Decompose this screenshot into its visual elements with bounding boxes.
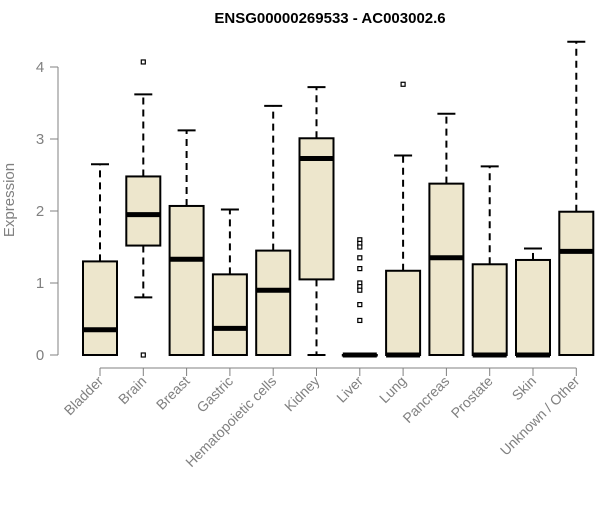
- box-pancreas: [428, 112, 465, 356]
- box-hematopoietic-cells: [255, 104, 292, 357]
- box-iqr: [515, 258, 551, 356]
- box-brain: [125, 59, 162, 358]
- y-tick-label: 2: [36, 203, 44, 220]
- box-bladder: [82, 163, 118, 356]
- box-iqr: [82, 260, 118, 356]
- box-lung: [385, 81, 422, 358]
- box-iqr: [298, 137, 335, 281]
- box-iqr: [385, 269, 422, 357]
- boxes-group: [82, 40, 595, 358]
- x-tick-label: Pancreas: [399, 373, 452, 426]
- box-iqr: [428, 182, 465, 356]
- outlier-point: [140, 59, 146, 65]
- y-axis: 0 1 2 3 4: [36, 59, 59, 364]
- y-tick-label: 0: [36, 347, 44, 364]
- x-tick-label: Bladder: [61, 373, 107, 419]
- box-iqr: [255, 249, 292, 357]
- outlier-point: [357, 244, 363, 250]
- y-tick-label: 1: [36, 275, 44, 292]
- box-iqr: [471, 263, 508, 356]
- box-unknown-other: [558, 40, 595, 356]
- box-kidney: [298, 86, 335, 356]
- outlier-point: [357, 302, 363, 308]
- box-breast: [168, 129, 205, 356]
- outlier-point: [357, 255, 363, 261]
- box-iqr: [211, 273, 248, 356]
- x-tick-label: Prostate: [448, 373, 496, 421]
- x-tick-label: Liver: [333, 373, 366, 406]
- box-prostate: [471, 165, 508, 358]
- x-tick-label: Gastric: [193, 373, 236, 416]
- outlier-point: [400, 81, 406, 87]
- y-axis-label: Expression: [1, 163, 18, 237]
- box-liver: [341, 237, 378, 358]
- x-tick-label: Breast: [153, 373, 193, 413]
- y-tick-label: 3: [36, 131, 44, 148]
- box-iqr: [168, 204, 205, 356]
- chart-title: ENSG00000269533 - AC003002.6: [214, 10, 445, 27]
- box-iqr: [558, 210, 595, 356]
- box-gastric: [211, 208, 248, 356]
- x-tick-label: Brain: [115, 373, 149, 407]
- x-tick-label: Lung: [376, 373, 409, 406]
- box-skin: [515, 247, 551, 358]
- outlier-point: [357, 266, 363, 272]
- x-tick-label: Unknown / Other: [497, 373, 583, 459]
- x-tick-label: Kidney: [281, 373, 323, 415]
- outlier-point: [140, 352, 146, 358]
- x-tick-label: Skin: [509, 373, 540, 404]
- box-iqr: [125, 175, 162, 247]
- y-tick-label: 4: [36, 59, 44, 76]
- outlier-point: [357, 287, 363, 293]
- outlier-point: [357, 317, 363, 324]
